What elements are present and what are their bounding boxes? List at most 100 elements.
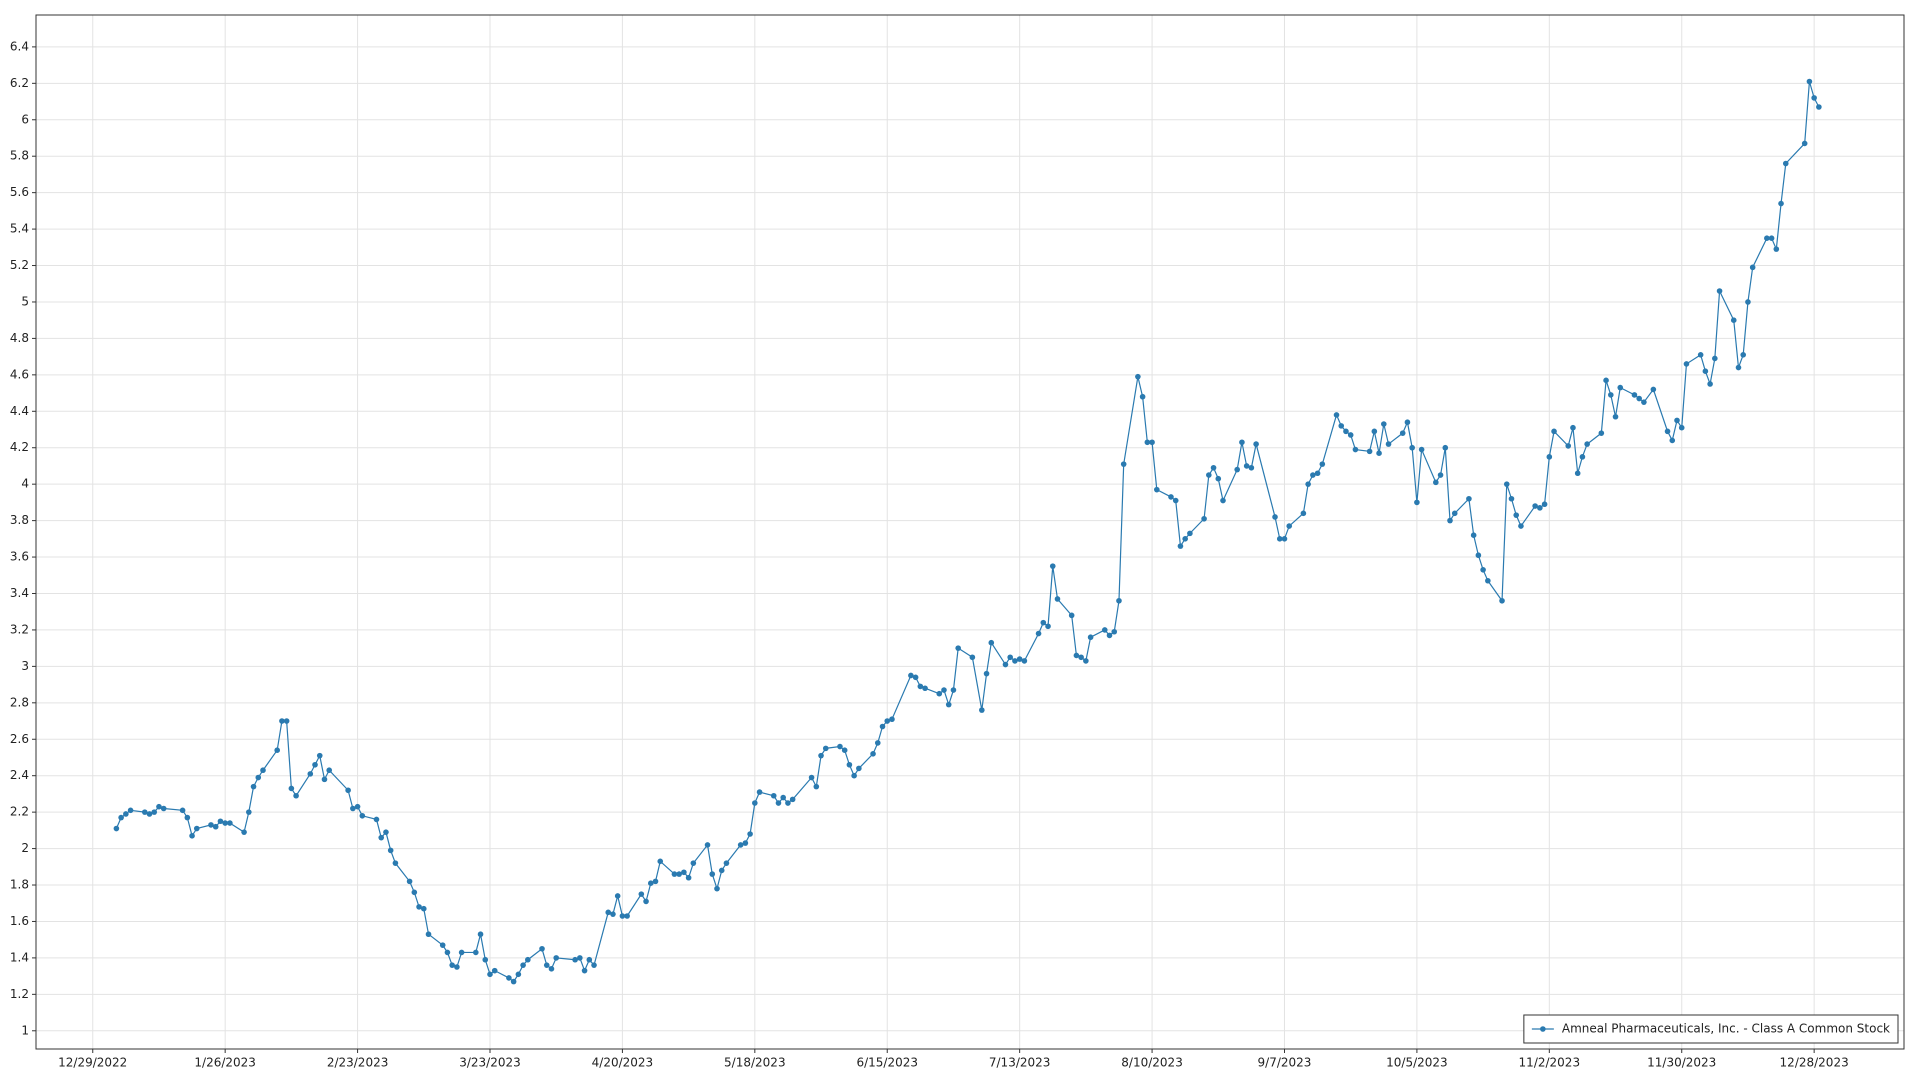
point bbox=[392, 860, 399, 866]
point bbox=[217, 818, 224, 825]
point bbox=[1499, 597, 1505, 604]
point bbox=[1182, 536, 1188, 542]
point bbox=[354, 803, 361, 810]
point bbox=[808, 774, 815, 781]
point bbox=[1801, 140, 1808, 147]
y-tick-label: 1.8 bbox=[10, 878, 29, 892]
x-tick-label: 4/20/2023 bbox=[592, 1056, 654, 1070]
point bbox=[1253, 441, 1259, 447]
point bbox=[425, 931, 432, 938]
point bbox=[955, 645, 961, 651]
point bbox=[1021, 658, 1028, 664]
point bbox=[969, 654, 976, 661]
point bbox=[610, 911, 616, 917]
point bbox=[1513, 512, 1520, 518]
point bbox=[685, 874, 692, 881]
point bbox=[189, 833, 195, 839]
y-tick-label: 3.6 bbox=[10, 550, 29, 564]
point bbox=[775, 800, 782, 806]
point bbox=[879, 723, 886, 730]
point bbox=[359, 812, 366, 819]
point bbox=[1220, 497, 1226, 504]
y-tick-label: 4.8 bbox=[10, 331, 29, 345]
point bbox=[1409, 444, 1415, 451]
point bbox=[1778, 200, 1784, 207]
x-tick-label: 11/30/2023 bbox=[1647, 1056, 1716, 1070]
point bbox=[283, 718, 290, 724]
point bbox=[822, 745, 829, 752]
point bbox=[1584, 441, 1590, 447]
point bbox=[1669, 437, 1676, 444]
point bbox=[1451, 510, 1458, 517]
point bbox=[1239, 439, 1245, 446]
point bbox=[1215, 475, 1222, 482]
point bbox=[141, 809, 148, 815]
point bbox=[1712, 355, 1718, 362]
point bbox=[520, 962, 526, 968]
y-tick-label: 4.4 bbox=[10, 404, 29, 418]
y-tick-label: 2 bbox=[21, 841, 29, 855]
x-tick-label: 3/23/2023 bbox=[459, 1056, 521, 1070]
point bbox=[416, 904, 422, 910]
point bbox=[671, 871, 678, 877]
point bbox=[1636, 395, 1642, 402]
x-tick-label: 2/23/2023 bbox=[327, 1056, 389, 1070]
point bbox=[1508, 495, 1515, 502]
point bbox=[718, 867, 725, 874]
point bbox=[487, 971, 493, 978]
point bbox=[1201, 515, 1207, 522]
point bbox=[723, 860, 730, 866]
point bbox=[127, 807, 134, 814]
point bbox=[577, 955, 583, 961]
point bbox=[1087, 634, 1094, 641]
point bbox=[1598, 430, 1605, 436]
point bbox=[709, 871, 716, 877]
point bbox=[525, 956, 531, 963]
point bbox=[1641, 399, 1647, 405]
point bbox=[1697, 352, 1704, 358]
point bbox=[941, 687, 947, 693]
point bbox=[454, 964, 460, 970]
point bbox=[449, 962, 455, 968]
point bbox=[345, 787, 351, 794]
y-tick-label: 4 bbox=[21, 477, 29, 491]
legend-swatch-dot bbox=[1540, 1026, 1546, 1032]
point bbox=[222, 820, 228, 826]
point bbox=[1503, 481, 1510, 487]
point bbox=[874, 740, 881, 746]
point bbox=[208, 822, 214, 828]
point bbox=[510, 978, 517, 985]
point bbox=[870, 751, 876, 757]
point bbox=[1702, 368, 1709, 375]
point bbox=[742, 840, 749, 846]
point bbox=[1083, 658, 1089, 664]
point bbox=[312, 761, 318, 768]
point bbox=[1272, 514, 1278, 520]
point bbox=[619, 913, 626, 919]
point bbox=[979, 707, 985, 713]
point bbox=[1314, 470, 1321, 477]
point bbox=[1168, 494, 1174, 500]
point bbox=[1234, 466, 1240, 473]
legend-entry: Amneal Pharmaceuticals, Inc. - Class A C… bbox=[1531, 1022, 1890, 1036]
point bbox=[373, 816, 380, 823]
point bbox=[681, 869, 687, 876]
x-tick-label: 9/7/2023 bbox=[1258, 1056, 1312, 1070]
point bbox=[1707, 381, 1713, 387]
point bbox=[851, 772, 857, 779]
point bbox=[1414, 499, 1420, 506]
point bbox=[1574, 470, 1581, 477]
point bbox=[1101, 627, 1108, 633]
point bbox=[714, 885, 720, 892]
point bbox=[624, 913, 630, 919]
point bbox=[491, 967, 498, 974]
point bbox=[1040, 619, 1047, 626]
point bbox=[747, 831, 753, 837]
point bbox=[1016, 656, 1023, 662]
point bbox=[1773, 246, 1780, 252]
legend-box bbox=[1523, 1014, 1899, 1044]
point bbox=[647, 880, 654, 886]
point bbox=[983, 670, 990, 677]
